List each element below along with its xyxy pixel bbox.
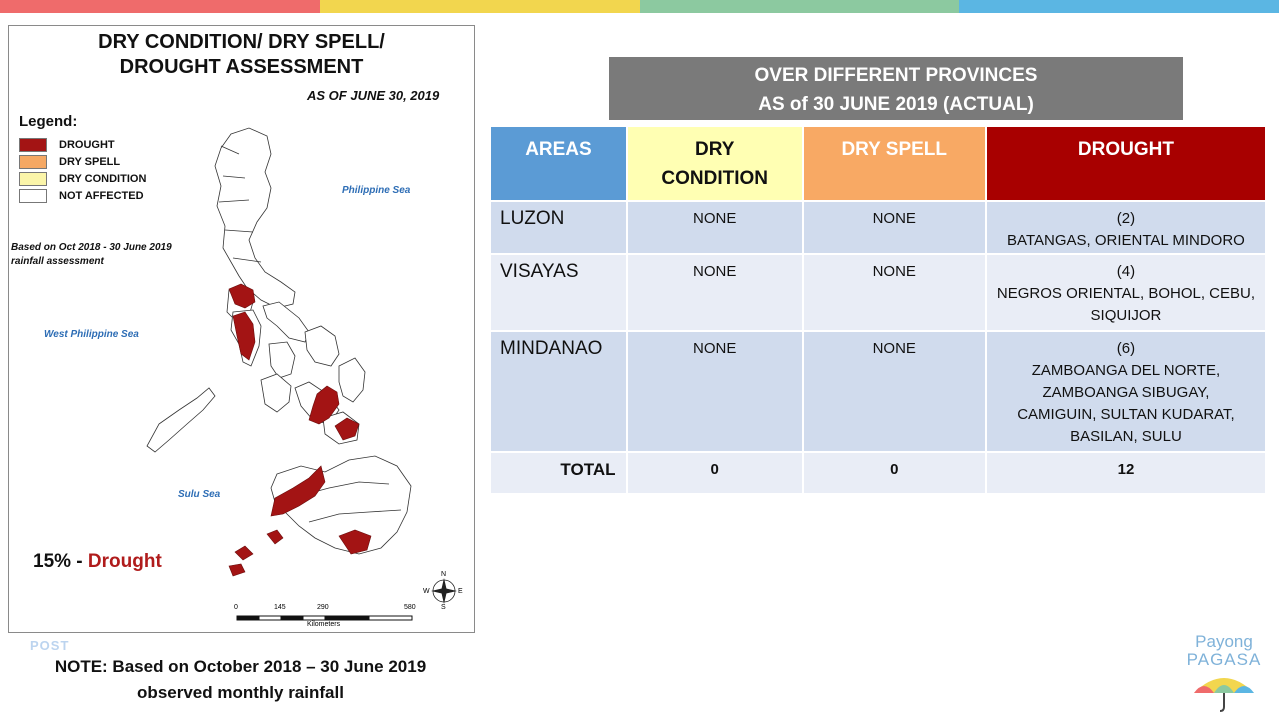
area-cell: VISAYAS	[489, 253, 628, 332]
table-row: LUZON NONE NONE (2) BATANGAS, ORIENTAL M…	[489, 200, 1268, 255]
scale-tick-580: 580	[404, 604, 416, 611]
column-header-areas: AREAS	[489, 125, 628, 202]
drought-provinces-line: ZAMBOANGA DEL NORTE,	[1031, 362, 1221, 379]
scale-tick-145: 145	[274, 604, 286, 611]
sea-label-sulu-sea: Sulu Sea	[178, 489, 221, 500]
post-fragment-text: POST	[30, 638, 70, 653]
legend-title: Legend:	[19, 113, 78, 130]
drought-percentage-value: 15% -	[33, 551, 88, 572]
top-bar-segment-green	[639, 0, 960, 13]
dry-spell-cell: NONE	[801, 200, 987, 255]
legend-item-dry-spell: DRY SPELL	[19, 153, 146, 170]
drought-cell: (6) ZAMBOANGA DEL NORTE, ZAMBOANGA SIBUG…	[984, 330, 1268, 453]
top-bar-segment-blue	[959, 0, 1279, 13]
column-header-drought: DROUGHT	[984, 125, 1268, 202]
legend-item-dry-condition: DRY CONDITION	[19, 170, 146, 187]
note-line2: observed monthly rainfall	[137, 683, 344, 702]
column-header-dry-condition-line2: CONDITION	[661, 168, 769, 189]
basis-line1: Based on Oct 2018 - 30 June 2019	[11, 242, 172, 253]
umbrella-icon	[1194, 678, 1254, 712]
table-header-row: AREAS DRY CONDITION DRY SPELL DROUGHT	[489, 125, 1268, 202]
area-cell: LUZON	[489, 200, 628, 255]
compass-rose-icon	[431, 578, 457, 604]
philippines-map	[146, 127, 457, 621]
table-header-line1: OVER DIFFERENT PROVINCES	[754, 65, 1038, 86]
logo-line1: Payong	[1195, 632, 1253, 651]
scale-tick-0: 0	[234, 604, 238, 611]
table-row: MINDANAO NONE NONE (6) ZAMBOANGA DEL NOR…	[489, 330, 1268, 453]
drought-assessment-table: AREAS DRY CONDITION DRY SPELL DROUGHT LU…	[489, 125, 1268, 495]
legend-item-not-affected: NOT AFFECTED	[19, 187, 146, 204]
column-header-dry-spell: DRY SPELL	[801, 125, 987, 202]
drought-cell: (4) NEGROS ORIENTAL, BOHOL, CEBU, SIQUIJ…	[984, 253, 1268, 332]
legend-swatch-drought	[19, 137, 47, 152]
compass-s: S	[441, 604, 446, 611]
dry-spell-cell: NONE	[801, 253, 987, 332]
top-color-bar	[0, 0, 1279, 13]
drought-map-panel: DRY CONDITION/ DRY SPELL/ DROUGHT ASSESS…	[8, 25, 475, 633]
payong-pagasa-logo: Payong PAGASA	[1174, 633, 1274, 718]
sea-label-philippine-sea: Philippine Sea	[342, 185, 411, 196]
drought-count: (6)	[1116, 340, 1136, 357]
map-title: DRY CONDITION/ DRY SPELL/ DROUGHT ASSESS…	[9, 30, 474, 80]
table-header-box: OVER DIFFERENT PROVINCES AS of 30 JUNE 2…	[609, 57, 1183, 120]
drought-provinces-line: NEGROS ORIENTAL, BOHOL, CEBU,	[996, 285, 1256, 302]
assessment-basis-note: Based on Oct 2018 - 30 June 2019 rainfal…	[11, 241, 172, 269]
legend-item-drought: DROUGHT	[19, 136, 146, 153]
drought-percentage: 15% - Drought	[33, 551, 162, 573]
map-as-of-date: AS OF JUNE 30, 2019	[307, 88, 440, 103]
scale-tick-290: 290	[317, 604, 329, 611]
column-header-dry-condition: DRY CONDITION	[625, 125, 804, 202]
drought-provinces-line: ZAMBOANGA SIBUGAY,	[1042, 384, 1210, 401]
area-cell: MINDANAO	[489, 330, 628, 453]
total-dry-condition: 0	[625, 451, 804, 495]
legend-label: DROUGHT	[59, 138, 115, 151]
top-bar-segment-yellow	[319, 0, 640, 13]
total-label: TOTAL	[489, 451, 628, 495]
legend-label: DRY CONDITION	[59, 172, 147, 185]
drought-provinces-line: CAMIGUIN, SULTAN KUDARAT,	[1017, 406, 1235, 423]
legend-swatch-dry-condition	[19, 171, 47, 186]
map-title-line2: DROUGHT ASSESSMENT	[119, 56, 364, 78]
column-header-dry-condition-line1: DRY	[695, 139, 735, 160]
table-total-row: TOTAL 0 0 12	[489, 451, 1268, 495]
basis-line2: rainfall assessment	[11, 256, 104, 267]
drought-count: (2)	[1116, 210, 1136, 227]
rainfall-note: NOTE: Based on October 2018 – 30 June 20…	[8, 654, 473, 706]
dry-condition-cell: NONE	[625, 330, 804, 453]
dry-condition-cell: NONE	[625, 200, 804, 255]
scale-bar	[236, 615, 413, 621]
drought-provinces-line: BASILAN, SULU	[1070, 428, 1182, 445]
legend-swatch-dry-spell	[19, 154, 47, 169]
drought-count: (4)	[1116, 263, 1136, 280]
dry-condition-cell: NONE	[625, 253, 804, 332]
table-row: VISAYAS NONE NONE (4) NEGROS ORIENTAL, B…	[489, 253, 1268, 332]
map-legend: Legend: DROUGHT DRY SPELL DRY CONDITION …	[19, 113, 146, 204]
compass-e: E	[458, 588, 463, 595]
sea-label-west-philippine-sea: West Philippine Sea	[44, 329, 139, 340]
note-line1: NOTE: Based on October 2018 – 30 June 20…	[54, 657, 427, 676]
table-header-line2: AS of 30 JUNE 2019 (ACTUAL)	[758, 94, 1034, 115]
scale-unit: Kilometers	[307, 621, 341, 628]
map-title-line1: DRY CONDITION/ DRY SPELL/	[98, 31, 385, 53]
logo-line2: PAGASA	[1186, 650, 1262, 669]
compass-n: N	[441, 571, 447, 578]
total-drought: 12	[984, 451, 1268, 495]
drought-percentage-label: Drought	[87, 551, 162, 572]
legend-label: DRY SPELL	[59, 155, 121, 168]
drought-provinces-line: SIQUIJOR	[1090, 307, 1162, 324]
top-bar-segment-red	[0, 0, 320, 13]
legend-swatch-not-affected	[19, 188, 47, 203]
drought-cell: (2) BATANGAS, ORIENTAL MINDORO	[984, 200, 1268, 255]
drought-provinces-line: BATANGAS, ORIENTAL MINDORO	[1007, 232, 1245, 249]
compass-w: W	[423, 588, 430, 595]
total-dry-spell: 0	[801, 451, 987, 495]
dry-spell-cell: NONE	[801, 330, 987, 453]
legend-label: NOT AFFECTED	[59, 189, 144, 202]
